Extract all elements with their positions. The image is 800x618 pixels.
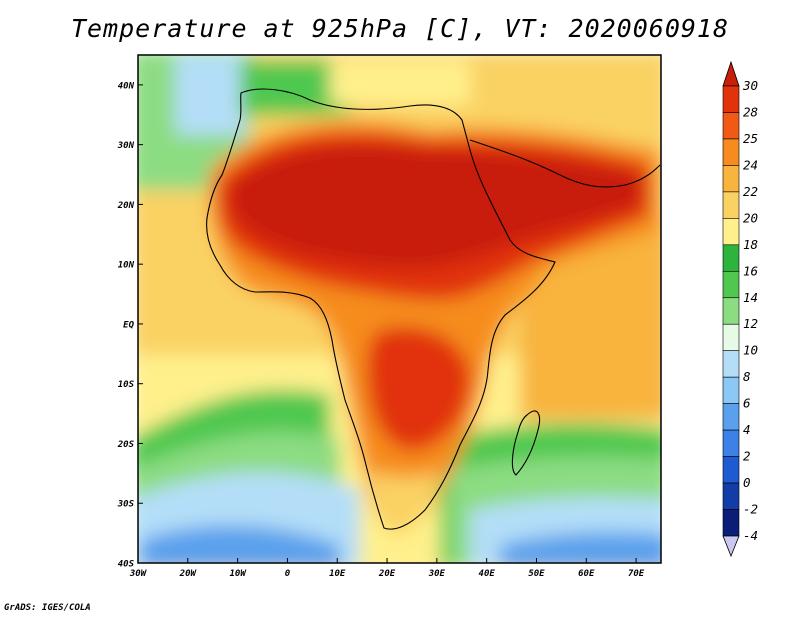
temperature-field <box>138 55 661 563</box>
colorbar-segment <box>722 244 740 272</box>
latitude-label: 40N <box>118 81 135 91</box>
colorbar-segment <box>722 165 740 193</box>
map-title: Temperature at 925hPa [C], VT: 202006091… <box>70 14 730 43</box>
latitude-label: 20S <box>117 440 135 450</box>
longitude-label: 20E <box>378 569 396 579</box>
longitude-label: 30W <box>129 569 148 579</box>
colorbar-segment <box>722 270 740 299</box>
colorbar-segment <box>722 456 740 484</box>
latitude-axis-labels: 40N 30N 20N 10N EQ 10S 20S 30S 40S <box>117 81 143 570</box>
arabian-coast <box>469 139 661 188</box>
latitude-label: 10S <box>118 380 135 390</box>
madagascar-coast <box>511 410 541 476</box>
credit-label: GrADS: IGES/COLA <box>4 603 91 613</box>
longitude-label: 60E <box>578 569 595 579</box>
colorbar-segment <box>722 191 740 219</box>
colorbar-label: 2 <box>743 449 751 464</box>
colorbar-segment <box>722 297 740 325</box>
latitude-label: 20N <box>117 201 135 211</box>
colorbar-segment <box>722 376 740 404</box>
temperature-map: 40N 30N 20N 10N EQ 10S 20S 30S 40S 30W 20W 10W 0 10E… <box>117 54 758 579</box>
colorbar-top-arrow <box>722 60 740 87</box>
colorbar-label: 8 <box>743 369 751 384</box>
colorbar-label: 10 <box>743 343 758 358</box>
longitude-axis-labels: 30W 20W 10W 0 10E 20E 30E 40E 50E 60E 70E <box>129 558 645 579</box>
colorbar-label: -2 <box>743 502 758 517</box>
colorbar-label: -4 <box>743 528 758 543</box>
colorbar-label: 28 <box>743 104 758 119</box>
colorbar-label: 18 <box>743 237 758 252</box>
colorbar-segment <box>722 350 740 378</box>
colorbar-label: 30 <box>742 78 758 93</box>
longitude-label: 10W <box>229 569 247 579</box>
latitude-label: 40S <box>118 560 135 570</box>
colorbar-segment <box>722 482 740 510</box>
longitude-label: 30E <box>428 569 446 579</box>
latitude-label: 30S <box>117 500 135 510</box>
colorbar-segment <box>722 509 740 537</box>
colorbar-label: 22 <box>743 184 758 199</box>
colorbar-segment <box>722 138 740 166</box>
colorbar-segment <box>722 323 740 352</box>
colorbar-segment <box>722 429 740 457</box>
latitude-label: EQ <box>123 320 134 330</box>
colorbar-segment <box>722 218 740 246</box>
colorbar-label: 6 <box>743 396 751 411</box>
colorbar-segment <box>722 403 740 431</box>
colorbar-label: 0 <box>743 475 751 490</box>
longitude-label: 50E <box>528 569 545 579</box>
longitude-label: 40E <box>479 569 496 579</box>
colorbar-label: 12 <box>743 316 758 331</box>
longitude-label: 10E <box>329 569 346 579</box>
colorbar-segment <box>722 112 740 140</box>
map-frame <box>137 54 662 564</box>
colorbar-label: 24 <box>743 157 758 172</box>
latitude-label: 10N <box>118 261 135 271</box>
longitude-label: 0 <box>285 569 291 579</box>
colorbar-label: 14 <box>743 290 758 305</box>
colorbar-bottom-arrow <box>722 535 740 558</box>
colorbar-label: 4 <box>743 422 751 437</box>
latitude-label: 30N <box>117 141 135 151</box>
colorbar-label: 16 <box>743 263 758 278</box>
colorbar-label: 25 <box>743 131 758 146</box>
longitude-label: 70E <box>628 569 645 579</box>
colorbar-segment <box>722 85 740 113</box>
colorbar-label: 20 <box>743 210 758 225</box>
longitude-label: 20W <box>179 569 198 579</box>
coastline <box>206 88 556 530</box>
